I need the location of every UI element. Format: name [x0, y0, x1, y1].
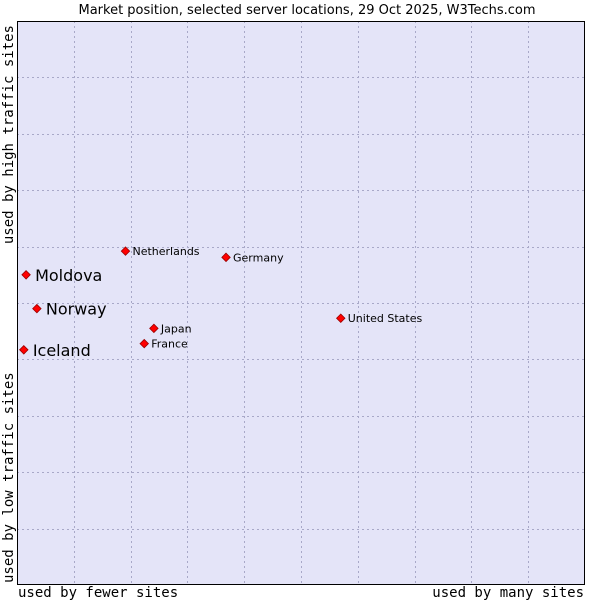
point-marker — [120, 246, 131, 256]
point-label: Japan — [160, 322, 192, 335]
point-label: Moldova — [35, 266, 102, 285]
point-label: Germany — [233, 251, 284, 264]
point-marker — [19, 345, 29, 355]
y-axis-label-high: used by high traffic sites — [1, 25, 17, 244]
point-label: Norway — [46, 300, 107, 319]
point-label: Netherlands — [132, 245, 199, 258]
point-label: France — [151, 338, 188, 351]
point-united-states: United States — [335, 312, 423, 325]
point-label: United States — [348, 312, 423, 325]
plot-border — [17, 21, 585, 585]
grid — [17, 21, 585, 585]
point-norway: Norway — [32, 300, 107, 319]
point-label: Iceland — [33, 341, 91, 360]
point-netherlands: Netherlands — [120, 245, 200, 258]
point-marker — [139, 338, 149, 349]
point-marker — [32, 303, 42, 314]
point-japan: Japan — [149, 322, 192, 335]
point-marker — [21, 270, 31, 280]
point-iceland: Iceland — [19, 341, 91, 360]
chart-title: Market position, selected server locatio… — [78, 3, 535, 18]
y-axis-label-low: used by low traffic sites — [1, 372, 17, 583]
x-axis-label-many: used by many sites — [432, 585, 584, 600]
x-axis-label-fewer: used by fewer sites — [18, 585, 178, 600]
point-germany: Germany — [221, 251, 284, 264]
point-marker — [335, 313, 346, 323]
data-points: Netherlands Germany Moldova Norway United St… — [19, 245, 423, 360]
point-marker — [221, 252, 231, 263]
point-moldova: Moldova — [21, 266, 102, 285]
point-france: France — [139, 338, 188, 351]
point-marker — [149, 323, 159, 334]
